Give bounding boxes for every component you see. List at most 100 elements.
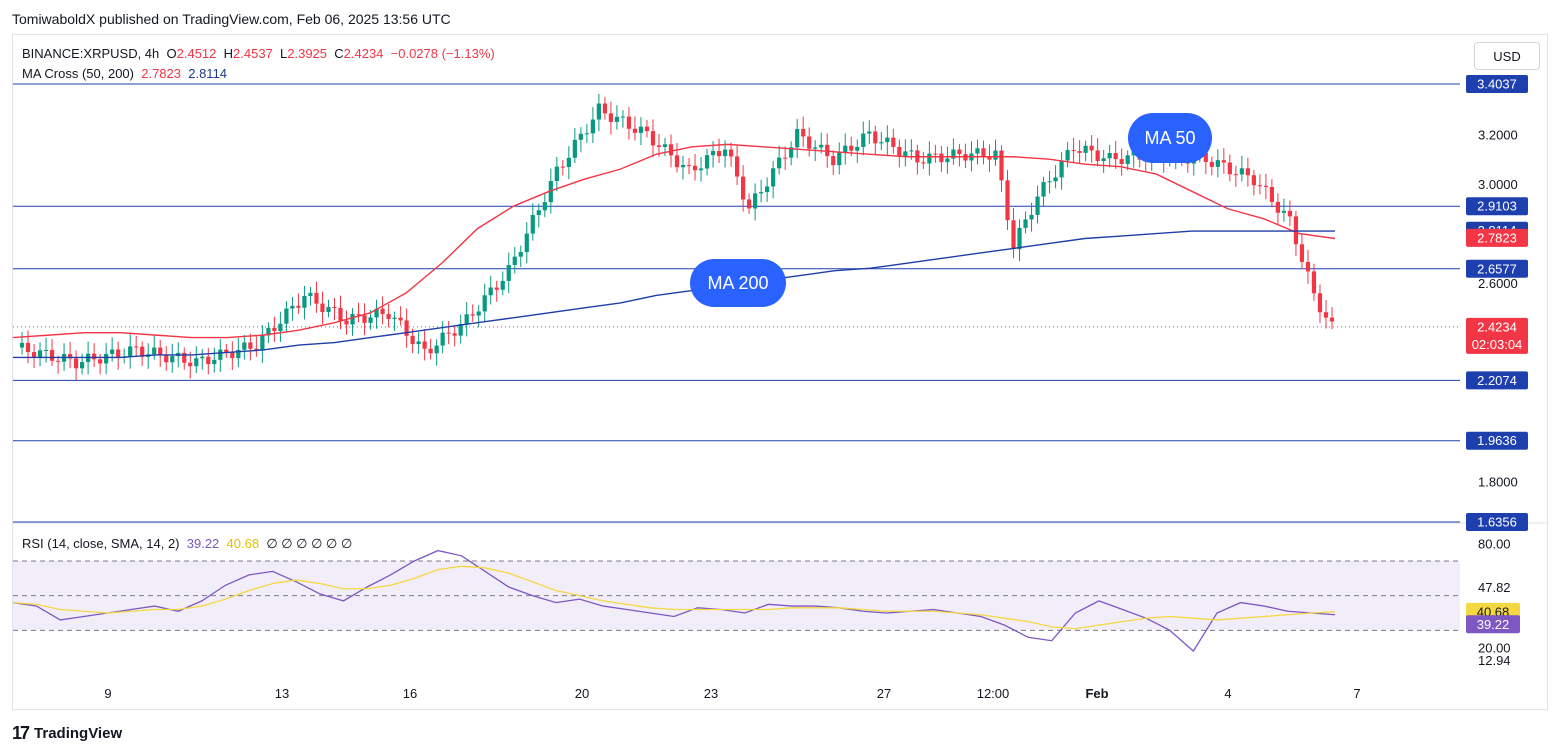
candle-body	[1047, 181, 1052, 183]
annotations-layer: MA 50 MA 200	[690, 113, 1212, 307]
candle-body	[566, 157, 571, 168]
candle-body	[957, 149, 962, 155]
candle-body	[206, 356, 211, 365]
candle-body	[248, 342, 253, 349]
price-tag: 2.7823	[1466, 228, 1528, 247]
candle-body	[140, 346, 145, 357]
candle-body	[1017, 227, 1022, 250]
candle-body	[650, 131, 656, 146]
candle-body	[1329, 317, 1335, 322]
price-tag-label: 2.4234	[1477, 319, 1517, 334]
ma-indicator-label[interactable]: MA Cross (50, 200)	[22, 66, 134, 81]
time-axis-tick: 4	[1224, 686, 1231, 701]
candle-body	[674, 155, 680, 168]
candle-body	[152, 347, 157, 355]
publisher-header: TomiwaboldX published on TradingView.com…	[12, 11, 451, 27]
candle-body	[999, 150, 1004, 181]
candle-body	[380, 308, 385, 315]
candle-body	[1035, 196, 1040, 215]
candle-body	[753, 193, 758, 209]
candle-body	[668, 144, 674, 156]
time-axis-tick: 20	[575, 686, 589, 701]
candle-body	[25, 342, 31, 353]
rsi-value: 39.22	[186, 536, 220, 551]
candle-body	[314, 292, 319, 304]
candle-body	[416, 341, 421, 345]
rsi-ma-line	[12, 565, 1336, 630]
candle-body	[1251, 175, 1256, 186]
level-price-tag: 2.2074	[1466, 371, 1528, 390]
price-axis-tick: 3.2000	[1478, 127, 1518, 142]
symbol-label[interactable]: BINANCE:XRPUSD, 4h	[22, 46, 160, 61]
candle-body	[536, 210, 541, 216]
rsi-axis-tick: 20.00	[1478, 641, 1511, 656]
candle-body	[734, 156, 740, 177]
candle-body	[981, 148, 986, 157]
candle-body	[572, 139, 577, 158]
candle-body	[224, 349, 229, 353]
rsi-axis-tick: 12.94	[1478, 653, 1511, 668]
candle-body	[488, 287, 493, 296]
candle-body	[939, 153, 944, 163]
level-price-tag: 1.6356	[1466, 513, 1528, 531]
rsi-pane	[12, 549, 1460, 653]
candle-body	[728, 149, 734, 157]
countdown-label: 02:03:04	[1472, 337, 1523, 352]
candle-body	[825, 144, 830, 157]
candle-body	[338, 307, 343, 321]
candle-body	[596, 103, 601, 120]
chart-frame	[12, 34, 1548, 710]
candle-body	[518, 252, 523, 257]
candle-body	[903, 151, 908, 157]
candle-body	[620, 116, 626, 118]
candle-body	[368, 317, 373, 323]
candle-body	[422, 341, 427, 349]
candle-body	[843, 145, 848, 153]
grid-layer	[13, 83, 1548, 524]
level-tag-label: 3.4037	[1477, 77, 1517, 92]
candle-body	[530, 215, 535, 234]
axis-layer: 3.4037 2.9103 2.6577 2.2074 1.9636 1.6356 3.20…	[104, 75, 1528, 701]
time-axis-tick: 9	[104, 686, 111, 701]
candle-body	[855, 146, 860, 151]
candle-body	[807, 136, 812, 149]
close-label: C	[334, 46, 344, 61]
candle-body	[1023, 219, 1028, 228]
candle-body	[771, 168, 776, 187]
candle-body	[813, 147, 818, 149]
candle-body	[921, 162, 926, 164]
candle-body	[434, 345, 439, 354]
level-tag-label: 2.2074	[1477, 373, 1517, 388]
currency-button[interactable]: USD	[1474, 42, 1540, 70]
candle-body	[398, 317, 403, 321]
candle-body	[1065, 150, 1070, 161]
candle-body	[644, 126, 650, 132]
candle-body	[1113, 153, 1118, 160]
candle-body	[686, 165, 692, 167]
candle-body	[284, 308, 289, 324]
candle-body	[1323, 312, 1329, 318]
candle-body	[254, 348, 259, 351]
ma-legend: MA Cross (50, 200) 2.7823 2.8114	[22, 66, 227, 81]
candle-body	[332, 307, 337, 309]
candle-body	[795, 128, 800, 148]
close-value: 2.4234	[343, 46, 384, 61]
candle-body	[1257, 185, 1262, 187]
tradingview-footer[interactable]: 17 TradingView	[12, 723, 122, 744]
candle-body	[242, 342, 247, 350]
candle-body	[182, 352, 187, 363]
candle-body	[134, 346, 139, 348]
high-value: 2.4537	[233, 46, 273, 61]
price-axis-tick: 2.6000	[1478, 276, 1518, 291]
candle-body	[909, 150, 914, 152]
candle-body	[614, 116, 620, 122]
candle-body	[1239, 168, 1244, 175]
time-axis-tick: 13	[275, 686, 289, 701]
candle-body	[698, 168, 704, 171]
candle-body	[789, 147, 794, 158]
rsi-indicator-label[interactable]: RSI (14, close, SMA, 14, 2)	[22, 536, 180, 551]
candle-body	[1101, 158, 1106, 162]
time-axis-tick: 23	[704, 686, 718, 701]
candle-body	[128, 346, 133, 357]
